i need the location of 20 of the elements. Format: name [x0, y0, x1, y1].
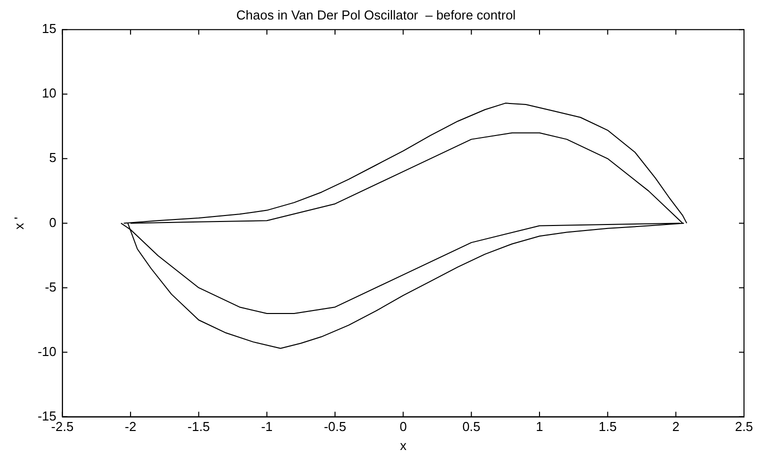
y-axis-title: x '	[11, 216, 26, 230]
y-tick-label: 15	[42, 21, 56, 36]
x-tick-label: 2.5	[734, 419, 754, 434]
x-axis-title: x	[400, 438, 407, 453]
y-tick-label: 10	[42, 86, 56, 101]
x-tick-label: -0.5	[324, 419, 346, 434]
y-tick-label: -5	[44, 279, 56, 294]
y-tick-label: 5	[49, 150, 56, 166]
x-tick-label: -1	[261, 419, 273, 434]
x-tick-label: 1	[536, 419, 544, 434]
x-tick-label: 0.5	[462, 419, 480, 434]
y-tick-label: -10	[38, 344, 56, 359]
x-tick-label: 0	[400, 419, 407, 434]
x-tick-label: 1.5	[598, 419, 617, 434]
x-tick-label: -2	[124, 419, 136, 434]
x-tick-label: 2	[672, 419, 680, 434]
y-tick-label: 0	[49, 214, 56, 230]
y-tick-label: -15	[38, 408, 56, 424]
chart-title: Chaos in Van Der Pol Oscillator – before control	[236, 7, 516, 22]
x-tick-label: -1.5	[188, 419, 210, 434]
